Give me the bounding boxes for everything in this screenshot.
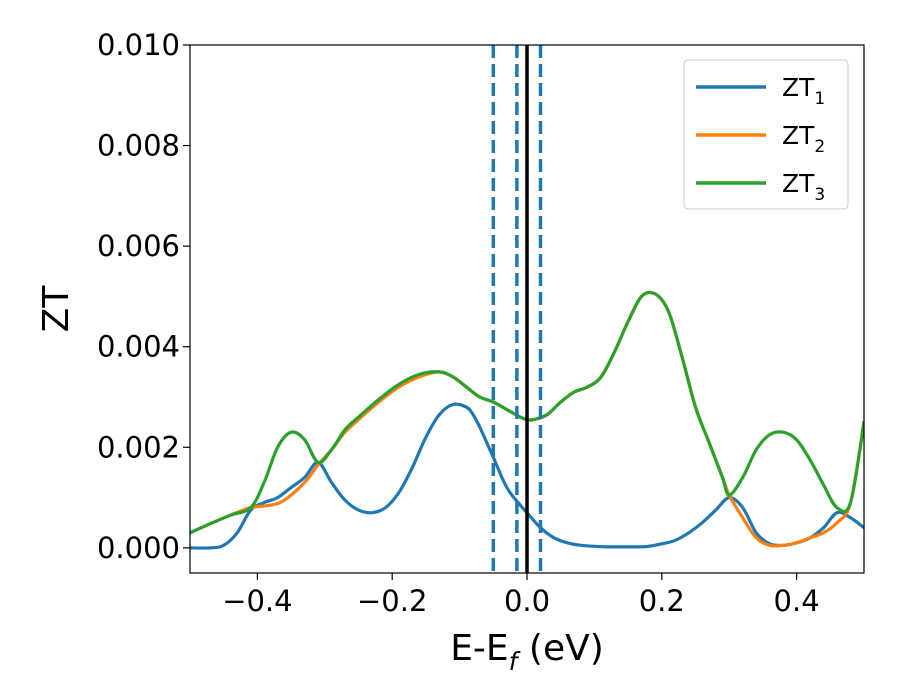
y-tick-label: 0.006	[97, 229, 180, 263]
legend: ZT1 ZT2 ZT3	[683, 59, 849, 210]
x-tick-label: 0.4	[774, 584, 820, 618]
series-line-zt3	[190, 290, 864, 535]
legend-label-zt1: ZT1	[782, 73, 825, 109]
x-tick-label: 0.2	[639, 584, 685, 618]
legend-label-zt2: ZT2	[782, 121, 825, 157]
series-layer	[190, 290, 864, 550]
vline-layer	[491, 45, 543, 573]
x-tick-label: −0.4	[222, 584, 292, 618]
x-axis: −0.4 −0.2 0.0 0.2 0.4	[222, 573, 820, 618]
legend-label-zt3: ZT3	[782, 169, 825, 205]
y-tick-label: 0.008	[97, 129, 180, 163]
y-axis: 0.000 0.002 0.004 0.006 0.008 0.010	[97, 28, 190, 565]
y-axis-title: ZT	[36, 285, 77, 333]
x-axis-title: E-Ef (eV)	[450, 628, 604, 676]
y-tick-label: 0.010	[97, 28, 180, 62]
y-tick-label: 0.000	[97, 531, 180, 565]
y-tick-label: 0.004	[97, 330, 180, 364]
x-tick-label: −0.2	[357, 584, 427, 618]
x-tick-label: 0.0	[504, 584, 550, 618]
y-tick-label: 0.002	[97, 430, 180, 464]
series-line-zt1	[190, 402, 864, 550]
